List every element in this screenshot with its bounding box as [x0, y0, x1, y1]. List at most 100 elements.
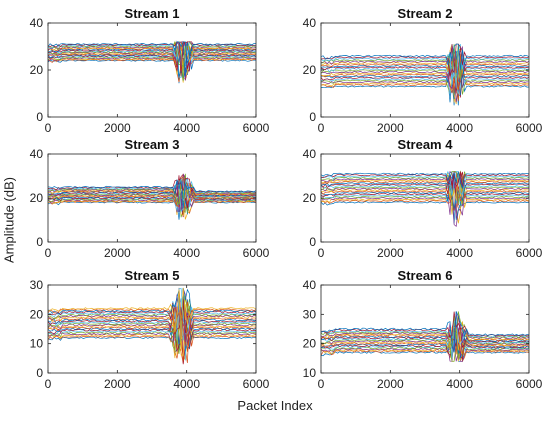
series-line: [321, 171, 529, 190]
y-tick-label: 20: [30, 191, 44, 205]
series-line: [321, 43, 529, 89]
series-line: [48, 192, 256, 215]
series-line: [48, 193, 256, 214]
series-line: [48, 307, 256, 338]
series-line: [321, 171, 529, 211]
series-line: [48, 41, 256, 66]
series-group: [321, 43, 529, 106]
series-line: [48, 173, 256, 202]
series-line: [48, 287, 256, 340]
series-line: [321, 328, 529, 360]
y-tick-label: 30: [303, 307, 317, 321]
series-line: [48, 294, 256, 342]
subplot-title: Stream 3: [125, 137, 180, 152]
x-tick-label: 2000: [104, 377, 131, 391]
x-tick-label: 2000: [104, 246, 131, 260]
series-line: [48, 298, 256, 341]
x-tick-label: 4000: [446, 377, 473, 391]
y-tick-label: 40: [30, 16, 44, 30]
x-tick-label: 6000: [243, 246, 270, 260]
y-tick-label: 40: [303, 147, 317, 161]
subplot-title: Stream 5: [125, 268, 180, 283]
series-line: [321, 178, 529, 209]
series-line: [321, 316, 529, 345]
series-line: [321, 171, 529, 204]
series-line: [48, 40, 256, 68]
series-line: [321, 70, 529, 88]
series-line: [48, 191, 256, 214]
series-line: [321, 329, 529, 363]
series-line: [321, 170, 529, 189]
series-line: [48, 295, 256, 344]
x-tick-label: 0: [45, 121, 52, 135]
series-line: [321, 321, 529, 351]
series-line: [321, 339, 529, 362]
series-line: [48, 41, 256, 82]
y-tick-label: 40: [303, 16, 317, 30]
x-tick-label: 0: [318, 377, 325, 391]
series-line: [321, 57, 529, 93]
series-line: [321, 57, 529, 99]
x-tick-label: 6000: [243, 121, 270, 135]
series-line: [321, 44, 529, 78]
subplot-2: 0 2000 4000 6000 0 20 40 Stream 2: [303, 6, 543, 135]
x-tick-label: 4000: [173, 121, 200, 135]
series-line: [48, 288, 256, 354]
series-line: [321, 53, 529, 102]
y-tick-label: 0: [309, 110, 316, 124]
series-line: [48, 177, 256, 213]
series-line: [48, 178, 256, 209]
x-tick-label: 0: [45, 377, 52, 391]
subplot-5: 0 2000 4000 6000 0 10 20 30 Stream 5: [30, 268, 270, 391]
series-line: [48, 318, 256, 364]
series-line: [321, 311, 529, 348]
series-line: [48, 41, 256, 51]
series-line: [48, 313, 256, 361]
series-line: [321, 189, 529, 224]
series-line: [321, 328, 529, 357]
subplot-3: 0 2000 4000 6000 0 20 40 Stream 3: [30, 137, 270, 260]
series-line: [321, 311, 529, 339]
subplot-title: Stream 2: [398, 6, 453, 21]
y-axis-label: Amplitude (dB): [2, 177, 16, 263]
series-line: [48, 303, 256, 361]
series-line: [321, 56, 529, 96]
series-line: [321, 49, 529, 80]
y-tick-label: 0: [309, 235, 316, 249]
subplot-title: Stream 6: [398, 268, 453, 283]
series-line: [321, 339, 529, 362]
y-tick-label: 20: [303, 63, 317, 77]
series-line: [321, 321, 529, 351]
series-line: [321, 177, 529, 212]
y-tick-label: 0: [36, 235, 43, 249]
y-tick-label: 20: [30, 307, 44, 321]
axes-box: [47, 22, 257, 118]
series-line: [321, 171, 529, 202]
y-tick-label: 20: [303, 337, 317, 351]
y-tick-label: 20: [303, 191, 317, 205]
series-line: [321, 335, 529, 362]
series-line: [321, 64, 529, 106]
series-line: [48, 290, 256, 352]
series-line: [321, 314, 529, 349]
subplot-6: 0 2000 4000 6000 10 20 30 40 Stream 6: [303, 268, 543, 391]
series-line: [321, 181, 529, 224]
series-line: [321, 171, 529, 205]
x-axis-label: Packet Index: [237, 398, 313, 413]
y-tick-label: 40: [303, 278, 317, 292]
series-line: [321, 56, 529, 105]
x-tick-label: 2000: [377, 246, 404, 260]
y-tick-label: 20: [30, 63, 44, 77]
series-line: [48, 301, 256, 357]
series-line: [321, 320, 529, 355]
series-line: [321, 171, 529, 199]
series-line: [48, 41, 256, 73]
series-line: [321, 321, 529, 351]
y-tick-label: 10: [30, 337, 44, 351]
series-line: [48, 179, 256, 208]
x-tick-label: 0: [45, 246, 52, 260]
series-line: [48, 53, 256, 83]
x-tick-label: 2000: [104, 121, 131, 135]
series-line: [321, 43, 529, 77]
series-line: [48, 287, 256, 341]
